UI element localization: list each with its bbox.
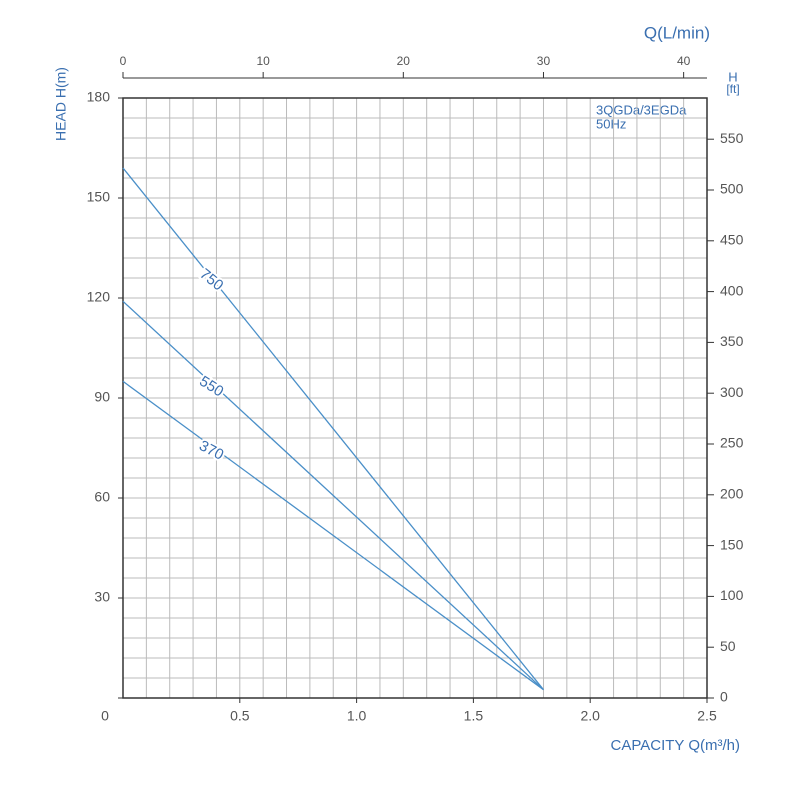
- annotation: 50Hz: [596, 116, 626, 131]
- y2-tick-label: 50: [720, 638, 736, 654]
- y2-tick-label: 300: [720, 384, 744, 400]
- series-label: 550: [196, 373, 226, 401]
- series-line: [122, 380, 544, 691]
- x-tick-label: 2.5: [697, 708, 717, 724]
- x-tick-label: 2.0: [580, 708, 600, 724]
- y2-tick-label: 500: [720, 181, 744, 197]
- y-axis-label: HEAD H(m): [53, 67, 69, 141]
- x2-tick-label: 10: [256, 54, 270, 68]
- series-line: [122, 167, 544, 691]
- y-tick-label: 60: [94, 489, 110, 505]
- y2-axis-label: H: [728, 69, 737, 84]
- y2-tick-label: 250: [720, 435, 744, 451]
- y2-tick-label: 200: [720, 486, 744, 502]
- x2-tick-label: 0: [120, 54, 127, 68]
- x2-tick-label: 20: [397, 54, 411, 68]
- y-tick-label: 150: [87, 189, 111, 205]
- y2-axis-unit: [ft]: [726, 82, 739, 96]
- series-label: 370: [196, 437, 226, 464]
- y-tick-label: 90: [94, 389, 110, 405]
- x-axis-label: CAPACITY Q(m³/h): [611, 737, 740, 754]
- y-tick-label: 0: [101, 708, 109, 724]
- x2-tick-label: 30: [537, 54, 551, 68]
- y-tick-label: 30: [94, 589, 110, 605]
- x-tick-label: 1.0: [347, 708, 367, 724]
- y2-tick-label: 450: [720, 232, 744, 248]
- y2-tick-label: 400: [720, 282, 744, 298]
- x2-axis-label: Q(L/min): [644, 23, 710, 42]
- y2-tick-label: 100: [720, 587, 744, 603]
- x2-tick-label: 40: [677, 54, 691, 68]
- x-tick-label: 0.5: [230, 708, 250, 724]
- y-tick-label: 120: [87, 289, 111, 305]
- y2-tick-label: 0: [720, 689, 728, 705]
- annotation: 3QGDa/3EGDa: [596, 102, 687, 117]
- series-line: [122, 300, 544, 691]
- y2-tick-label: 550: [720, 130, 744, 146]
- y-tick-label: 180: [87, 89, 111, 105]
- x-tick-label: 1.5: [464, 708, 484, 724]
- y2-tick-label: 350: [720, 333, 744, 349]
- y2-tick-label: 150: [720, 536, 744, 552]
